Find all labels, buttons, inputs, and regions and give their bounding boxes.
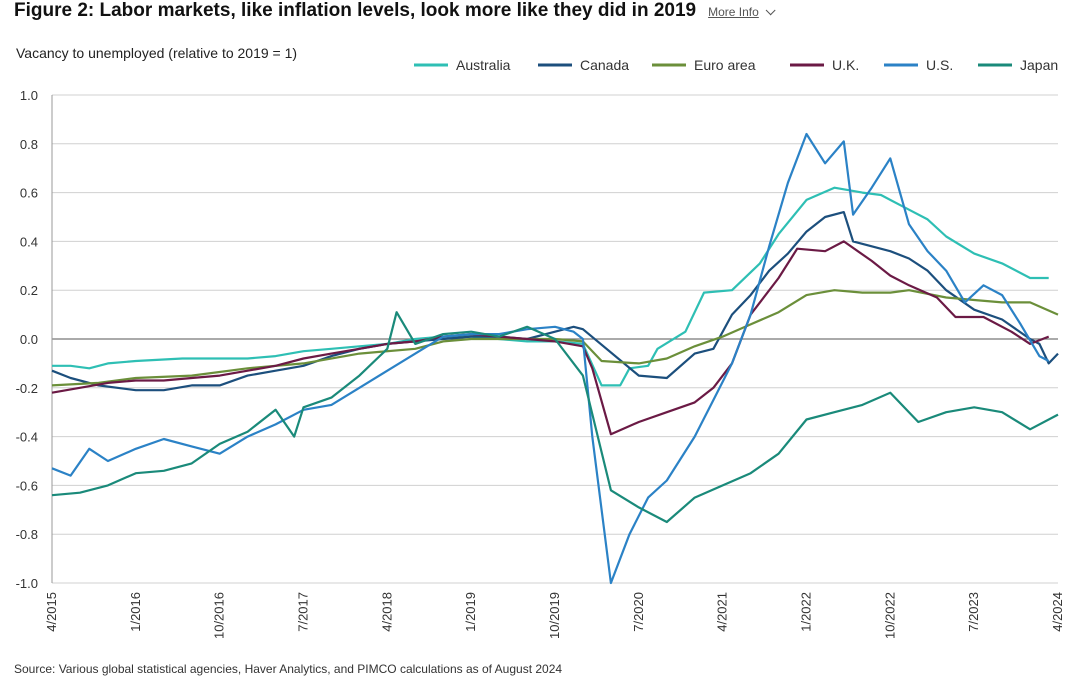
legend: Australia Canada Euro area U.K. U.S. Japan — [414, 57, 1058, 73]
series-line-u-s — [51, 132, 1050, 585]
x-tick-label: 4/2015 — [44, 592, 59, 632]
y-tick-label: 0.8 — [20, 137, 38, 152]
series-line-u-k — [51, 240, 1050, 436]
x-tick-label: 4/2021 — [715, 592, 730, 632]
legend-label-euro-area: Euro area — [694, 57, 756, 73]
series-lines — [51, 132, 1059, 585]
more-info-label: More Info — [708, 5, 759, 19]
x-tick-label: 4/2018 — [379, 592, 394, 632]
source-note: Source: Various global statistical agenc… — [14, 662, 563, 676]
chart-title: Figure 2: Labor markets, like inflation … — [14, 0, 697, 21]
x-tick-label: 10/2022 — [882, 592, 897, 639]
y-tick-label: 0.4 — [20, 234, 38, 249]
legend-label-australia: Australia — [456, 57, 511, 73]
x-tick-label: 10/2019 — [547, 592, 562, 639]
y-tick-label: 0.6 — [20, 186, 38, 201]
y-axis-label: Vacancy to unemployed (relative to 2019 … — [16, 45, 297, 61]
y-tick-label: 0.0 — [20, 332, 38, 347]
legend-label-u-k: U.K. — [832, 57, 859, 73]
line-chart: Vacancy to unemployed (relative to 2019 … — [16, 45, 1065, 639]
y-tick-label: -0.2 — [16, 381, 38, 396]
legend-label-japan: Japan — [1020, 57, 1058, 73]
x-tick-label: 7/2020 — [631, 592, 646, 632]
y-tick-label: -0.4 — [16, 430, 38, 445]
x-tick-label: 1/2016 — [128, 592, 143, 632]
legend-label-canada: Canada — [580, 57, 629, 73]
more-info-link[interactable]: More Info — [708, 4, 776, 19]
x-tick-label: 7/2017 — [296, 592, 311, 632]
series-line-canada — [51, 211, 1059, 392]
y-tick-label: -1.0 — [16, 576, 38, 591]
legend-label-u-s: U.S. — [926, 57, 953, 73]
y-tick-label: -0.6 — [16, 478, 38, 493]
series-line-japan — [51, 311, 1059, 524]
y-tick-label: 0.2 — [20, 283, 38, 298]
y-tick-label: 1.0 — [20, 88, 38, 103]
x-tick-label: 4/2024 — [1050, 592, 1065, 632]
x-tick-label: 7/2023 — [966, 592, 981, 632]
x-tick-label: 1/2019 — [463, 592, 478, 632]
series-line-australia — [52, 186, 1049, 387]
gridlines — [51, 94, 1058, 584]
y-tick-labels: 1.0 0.8 0.6 0.4 0.2 0.0 -0.2 -0.4 -0.6 -0.8 -1.0 — [16, 88, 38, 591]
x-tick-label: 1/2022 — [799, 592, 814, 632]
y-tick-label: -0.8 — [16, 527, 38, 542]
title-row: Figure 2: Labor markets, like inflation … — [14, 0, 776, 26]
series-line-euro-area — [51, 289, 1059, 387]
x-tick-label: 10/2016 — [212, 592, 227, 639]
x-tick-labels: 4/2015 1/2016 10/2016 7/2017 4/2018 1/2019 10/… — [44, 592, 1065, 639]
